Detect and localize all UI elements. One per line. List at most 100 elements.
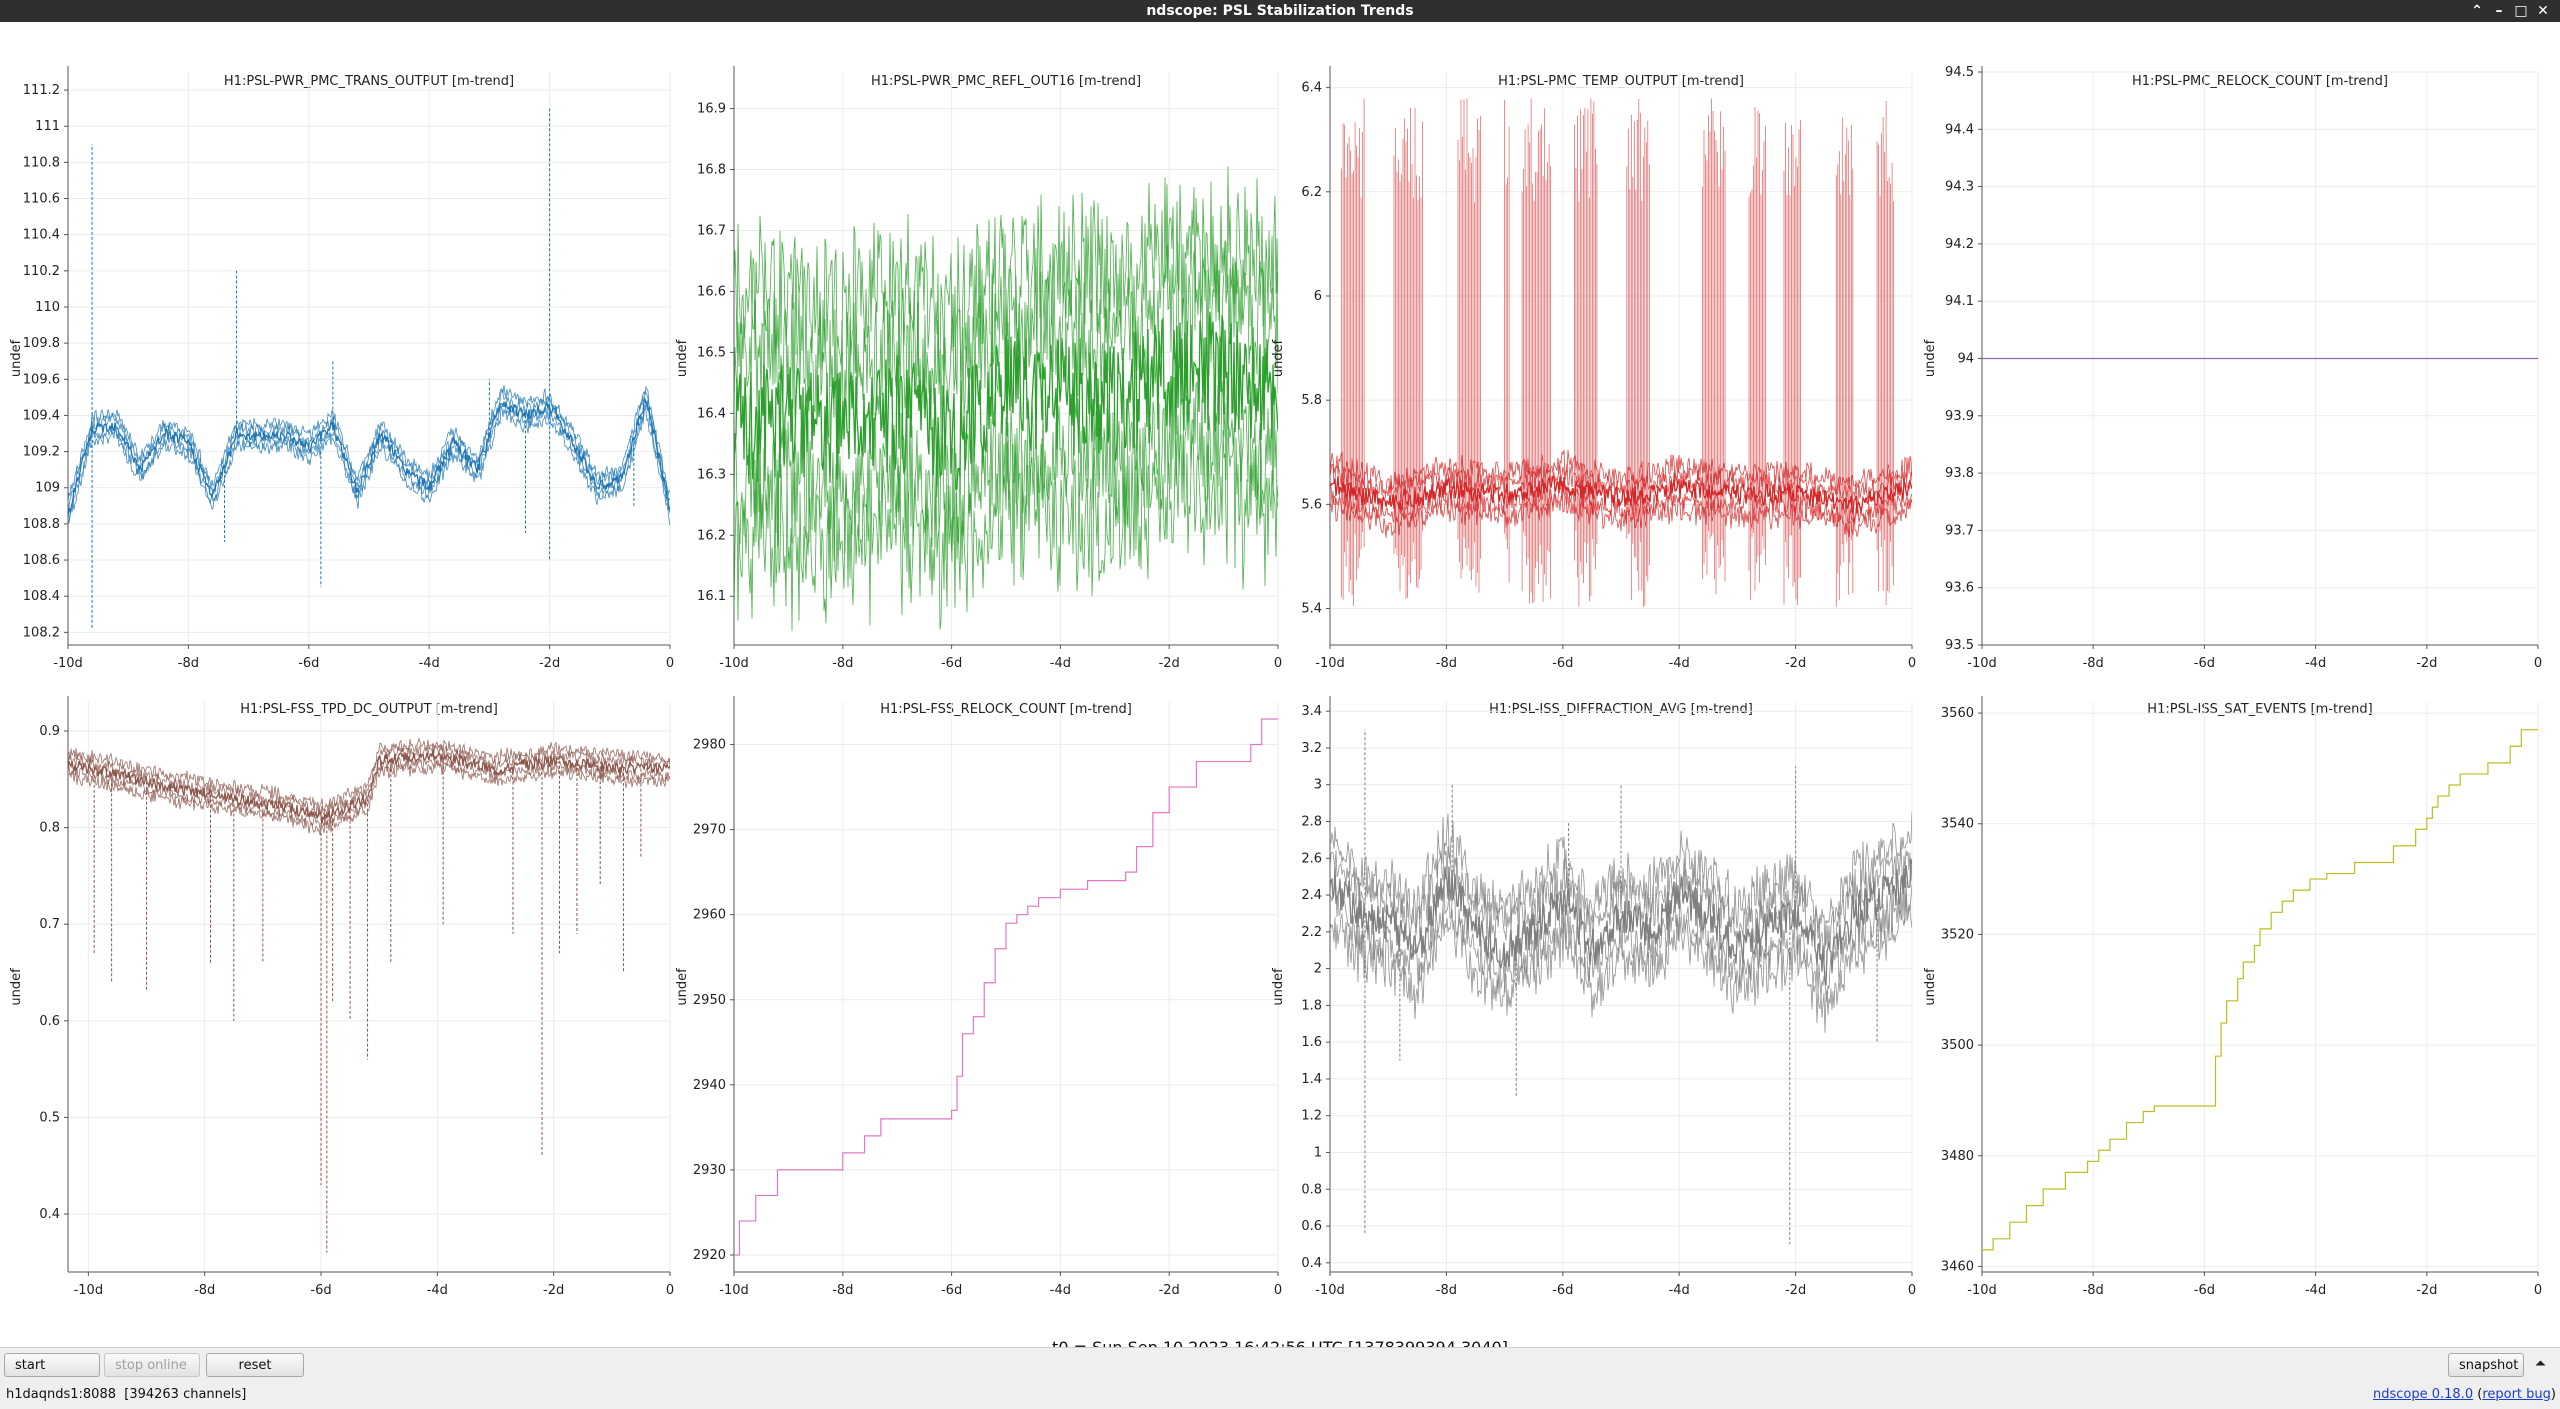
- y-tick-label: 0.8: [1301, 1182, 1322, 1197]
- plot-area[interactable]: H1:PSL-PWR_PMC_TRANS_OUTPUT [m-trend] 108…: [0, 22, 2560, 1357]
- maximize-icon[interactable]: □: [2514, 3, 2528, 19]
- y-tick-label: 0.5: [39, 1110, 60, 1125]
- y-tick-label: 3540: [1941, 817, 1974, 832]
- y-tick-label: 2970: [693, 823, 726, 838]
- x-tick-label: -6d: [941, 1283, 962, 1298]
- expand-caret-icon[interactable]: ⏶: [2534, 1356, 2546, 1372]
- x-tick-label: 0: [1274, 656, 1282, 671]
- y-tick-label: 1.6: [1301, 1035, 1322, 1050]
- server-status: h1daqnds1:8088 [394263 channels]: [6, 1387, 246, 1402]
- y-tick-label: 0.4: [1301, 1256, 1322, 1271]
- y-tick-label: 110.6: [23, 192, 60, 207]
- plot-content: [734, 718, 1278, 1256]
- collapse-icon[interactable]: ⌃: [2471, 3, 2483, 19]
- y-axis-label: undef: [9, 339, 24, 377]
- y-tick-label: 93.5: [1945, 638, 1974, 653]
- snapshot-button[interactable]: snapshot: [2448, 1353, 2524, 1377]
- series-burst: [1341, 98, 1365, 606]
- x-tick-label: -10d: [719, 656, 749, 671]
- y-tick-label: 0.6: [39, 1014, 60, 1029]
- x-tick-label: -2d: [543, 1283, 564, 1298]
- y-tick-label: 2.6: [1301, 851, 1322, 866]
- y-tick-label: 2: [1314, 962, 1322, 977]
- x-tick-label: -4d: [2305, 1283, 2326, 1298]
- x-tick-label: -4d: [1669, 1283, 1690, 1298]
- series-burst: [1626, 99, 1650, 608]
- reset-button[interactable]: reset: [206, 1353, 304, 1377]
- y-tick-label: 16.5: [697, 345, 726, 360]
- y-tick-label: 16.9: [697, 102, 726, 117]
- y-tick-label: 0.6: [1301, 1219, 1322, 1234]
- y-tick-label: 94.4: [1945, 122, 1974, 137]
- y-tick-label: 111.2: [23, 83, 60, 98]
- y-tick-label: 3.2: [1301, 741, 1322, 756]
- plot-content: [1330, 98, 1912, 608]
- series-line: [734, 312, 1278, 491]
- series-line: [68, 402, 670, 524]
- version-link[interactable]: ndscope 0.18.0: [2373, 1387, 2474, 1402]
- y-tick-label: 111: [35, 119, 60, 134]
- chart-1: H1:PSL-PWR_PMC_TRANS_OUTPUT [m-trend] 108…: [9, 66, 674, 671]
- y-axis-label: undef: [1923, 339, 1938, 377]
- window-controls: ⌃ – □ ✕: [2466, 0, 2554, 22]
- y-tick-label: 6.2: [1301, 185, 1322, 200]
- series-line: [1330, 858, 1912, 986]
- chart-title: H1:PSL-PMC_RELOCK_COUNT [m-trend]: [2132, 74, 2388, 89]
- start-online-button[interactable]: start online: [4, 1353, 100, 1397]
- plots-canvas[interactable]: H1:PSL-PWR_PMC_TRANS_OUTPUT [m-trend] 108…: [0, 22, 2560, 1322]
- plot-content: [1982, 729, 2538, 1251]
- chart-6: H1:PSL-FSS_RELOCK_COUNT [m-trend] 2920 293…: [675, 696, 1282, 1298]
- x-tick-label: -4d: [1669, 656, 1690, 671]
- y-tick-label: 6: [1314, 289, 1322, 304]
- plot-content: [734, 166, 1278, 631]
- x-tick-label: -10d: [74, 1283, 104, 1298]
- series-line: [1982, 729, 2538, 1251]
- series-line: [68, 388, 670, 508]
- x-tick-label: -6d: [941, 656, 962, 671]
- series-burst: [1876, 101, 1894, 605]
- y-tick-label: 1.2: [1301, 1109, 1322, 1124]
- y-tick-label: 109: [35, 481, 60, 496]
- close-icon[interactable]: ✕: [2537, 3, 2549, 19]
- x-tick-label: -10d: [1315, 1283, 1345, 1298]
- x-tick-label: -2d: [1785, 656, 1806, 671]
- y-tick-label: 94.1: [1945, 294, 1974, 309]
- y-tick-label: 3560: [1941, 706, 1974, 721]
- stop-online-button: stop online: [104, 1353, 200, 1377]
- y-tick-label: 3480: [1941, 1149, 1974, 1164]
- y-tick-label: 2920: [693, 1248, 726, 1263]
- minimize-icon[interactable]: –: [2495, 3, 2503, 19]
- window-title: ndscope: PSL Stabilization Trends: [1146, 3, 1414, 19]
- y-tick-label: 93.9: [1945, 409, 1974, 424]
- y-tick-label: 0.4: [39, 1207, 60, 1222]
- x-tick-label: -10d: [1967, 656, 1997, 671]
- x-tick-label: -2d: [2416, 1283, 2437, 1298]
- x-tick-label: -8d: [1436, 656, 1457, 671]
- x-tick-label: -6d: [1552, 1283, 1573, 1298]
- x-tick-label: 0: [2534, 1283, 2542, 1298]
- x-tick-label: 0: [1908, 656, 1916, 671]
- y-tick-label: 16.4: [697, 406, 726, 421]
- series-burst: [1504, 100, 1510, 583]
- y-tick-label: 5.8: [1301, 393, 1322, 408]
- report-bug-link[interactable]: report bug: [2482, 1387, 2551, 1402]
- bottom-toolbar: start online stop online reset snapshot …: [0, 1347, 2560, 1397]
- plot-content: [1330, 729, 1912, 1245]
- x-tick-label: -6d: [2194, 656, 2215, 671]
- chart-title: H1:PSL-PWR_PMC_TRANS_OUTPUT [m-trend]: [224, 74, 514, 89]
- y-tick-label: 108.2: [23, 625, 60, 640]
- y-tick-label: 16.6: [697, 284, 726, 299]
- chart-3: H1:PSL-PMC_TEMP_OUTPUT [m-trend] 5.4 5.6 5.…: [1271, 66, 1916, 671]
- channel-count: [394263 channels]: [124, 1387, 247, 1402]
- x-tick-label: -2d: [539, 656, 560, 671]
- y-tick-label: 94: [1957, 352, 1974, 367]
- series-line: [734, 417, 1278, 631]
- y-tick-label: 16.3: [697, 467, 726, 482]
- y-axis-label: undef: [675, 968, 690, 1006]
- x-tick-label: -8d: [832, 656, 853, 671]
- y-tick-label: 93.7: [1945, 523, 1974, 538]
- chart-8: H1:PSL-ISS_SAT_EVENTS [m-trend] 3460 3480 3…: [1923, 696, 2542, 1298]
- y-tick-label: 0.9: [39, 724, 60, 739]
- series-burst: [1393, 107, 1423, 599]
- version-info: ndscope 0.18.0 (report bug): [2373, 1387, 2556, 1402]
